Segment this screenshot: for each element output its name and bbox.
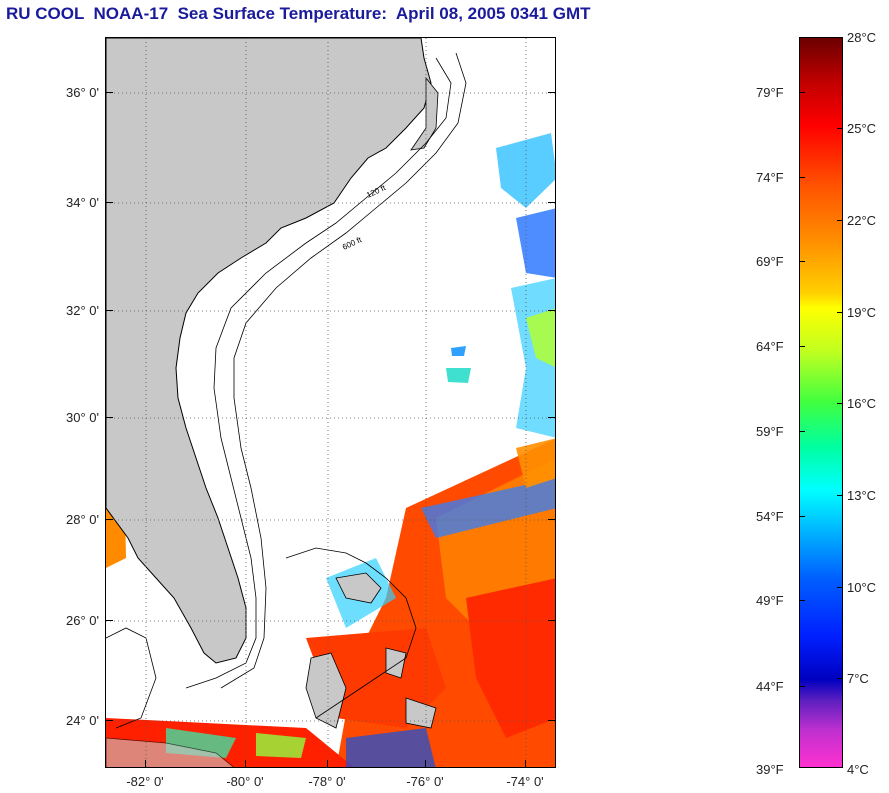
colorbar-tick <box>799 516 805 517</box>
colorbar-tick <box>799 600 805 601</box>
colorbar-tick <box>799 177 805 178</box>
fahrenheit-label: 39°F <box>756 762 784 777</box>
page-title: RU COOL NOAA-17 Sea Surface Temperature:… <box>6 4 591 23</box>
map-tick <box>145 760 146 768</box>
map-tick <box>548 92 556 93</box>
longitude-label: -76° 0' <box>406 774 444 789</box>
celsius-label: 4°C <box>847 762 869 777</box>
map-tick <box>105 519 113 520</box>
colorbar-tick <box>799 346 805 347</box>
land-bahamas <box>305 572 437 729</box>
map-tick <box>105 720 113 721</box>
colorbar-tick <box>799 686 805 687</box>
colorbar-tick <box>799 92 805 93</box>
celsius-label: 25°C <box>847 121 877 136</box>
celsius-label: 22°C <box>847 213 877 228</box>
colorbar-tick <box>837 587 843 588</box>
fahrenheit-label: 74°F <box>756 170 784 185</box>
colorbar-tick <box>837 678 843 679</box>
fahrenheit-label: 49°F <box>756 593 784 608</box>
longitude-label: -82° 0' <box>126 774 164 789</box>
map-tick <box>548 310 556 311</box>
longitude-label: -80° 0' <box>226 774 264 789</box>
celsius-label: 7°C <box>847 671 869 686</box>
map-tick <box>327 760 328 768</box>
latitude-label: 30° 0' <box>66 410 99 425</box>
longitude-label: -78° 0' <box>308 774 346 789</box>
contour-label-600: 600 ft <box>341 235 364 252</box>
fahrenheit-label: 69°F <box>756 254 784 269</box>
colorbar-tick <box>837 220 843 221</box>
colorbar-tick <box>837 312 843 313</box>
fahrenheit-label: 79°F <box>756 85 784 100</box>
celsius-label: 19°C <box>847 305 877 320</box>
celsius-label: 28°C <box>847 30 877 45</box>
map-tick <box>548 202 556 203</box>
map-tick <box>105 417 113 418</box>
latitude-label: 28° 0' <box>66 512 99 527</box>
map-tick <box>548 720 556 721</box>
celsius-label: 10°C <box>847 580 877 595</box>
map-tick <box>548 620 556 621</box>
latitude-label: 24° 0' <box>66 713 99 728</box>
map-tick <box>105 92 113 93</box>
latitude-label: 36° 0' <box>66 85 99 100</box>
land-mainland <box>106 38 432 664</box>
map-tick <box>105 202 113 203</box>
latitude-label: 32° 0' <box>66 303 99 318</box>
fahrenheit-label: 64°F <box>756 339 784 354</box>
sst-map-canvas: 120 ft 600 ft <box>106 38 555 767</box>
celsius-label: 16°C <box>847 396 877 411</box>
map-tick <box>548 417 556 418</box>
sst-field-south <box>106 438 555 767</box>
latitude-label: 26° 0' <box>66 613 99 628</box>
latitude-label: 34° 0' <box>66 195 99 210</box>
colorbar-tick <box>799 261 805 262</box>
temperature-colorbar <box>799 37 843 768</box>
colorbar-tick <box>837 128 843 129</box>
colorbar-tick <box>837 495 843 496</box>
sst-field-east <box>446 133 555 488</box>
fahrenheit-label: 59°F <box>756 424 784 439</box>
colorbar-tick <box>837 403 843 404</box>
map-tick <box>425 760 426 768</box>
fahrenheit-label: 54°F <box>756 509 784 524</box>
longitude-label: -74° 0' <box>506 774 544 789</box>
map-tick <box>105 620 113 621</box>
celsius-label: 13°C <box>847 488 877 503</box>
sst-map[interactable]: 120 ft 600 ft <box>105 37 556 768</box>
land-cuba <box>106 737 235 767</box>
fahrenheit-label: 44°F <box>756 679 784 694</box>
map-tick <box>548 519 556 520</box>
contour-label-120: 120 ft <box>365 183 388 200</box>
map-tick <box>525 760 526 768</box>
colorbar-tick <box>799 431 805 432</box>
map-tick <box>105 310 113 311</box>
map-tick <box>245 760 246 768</box>
